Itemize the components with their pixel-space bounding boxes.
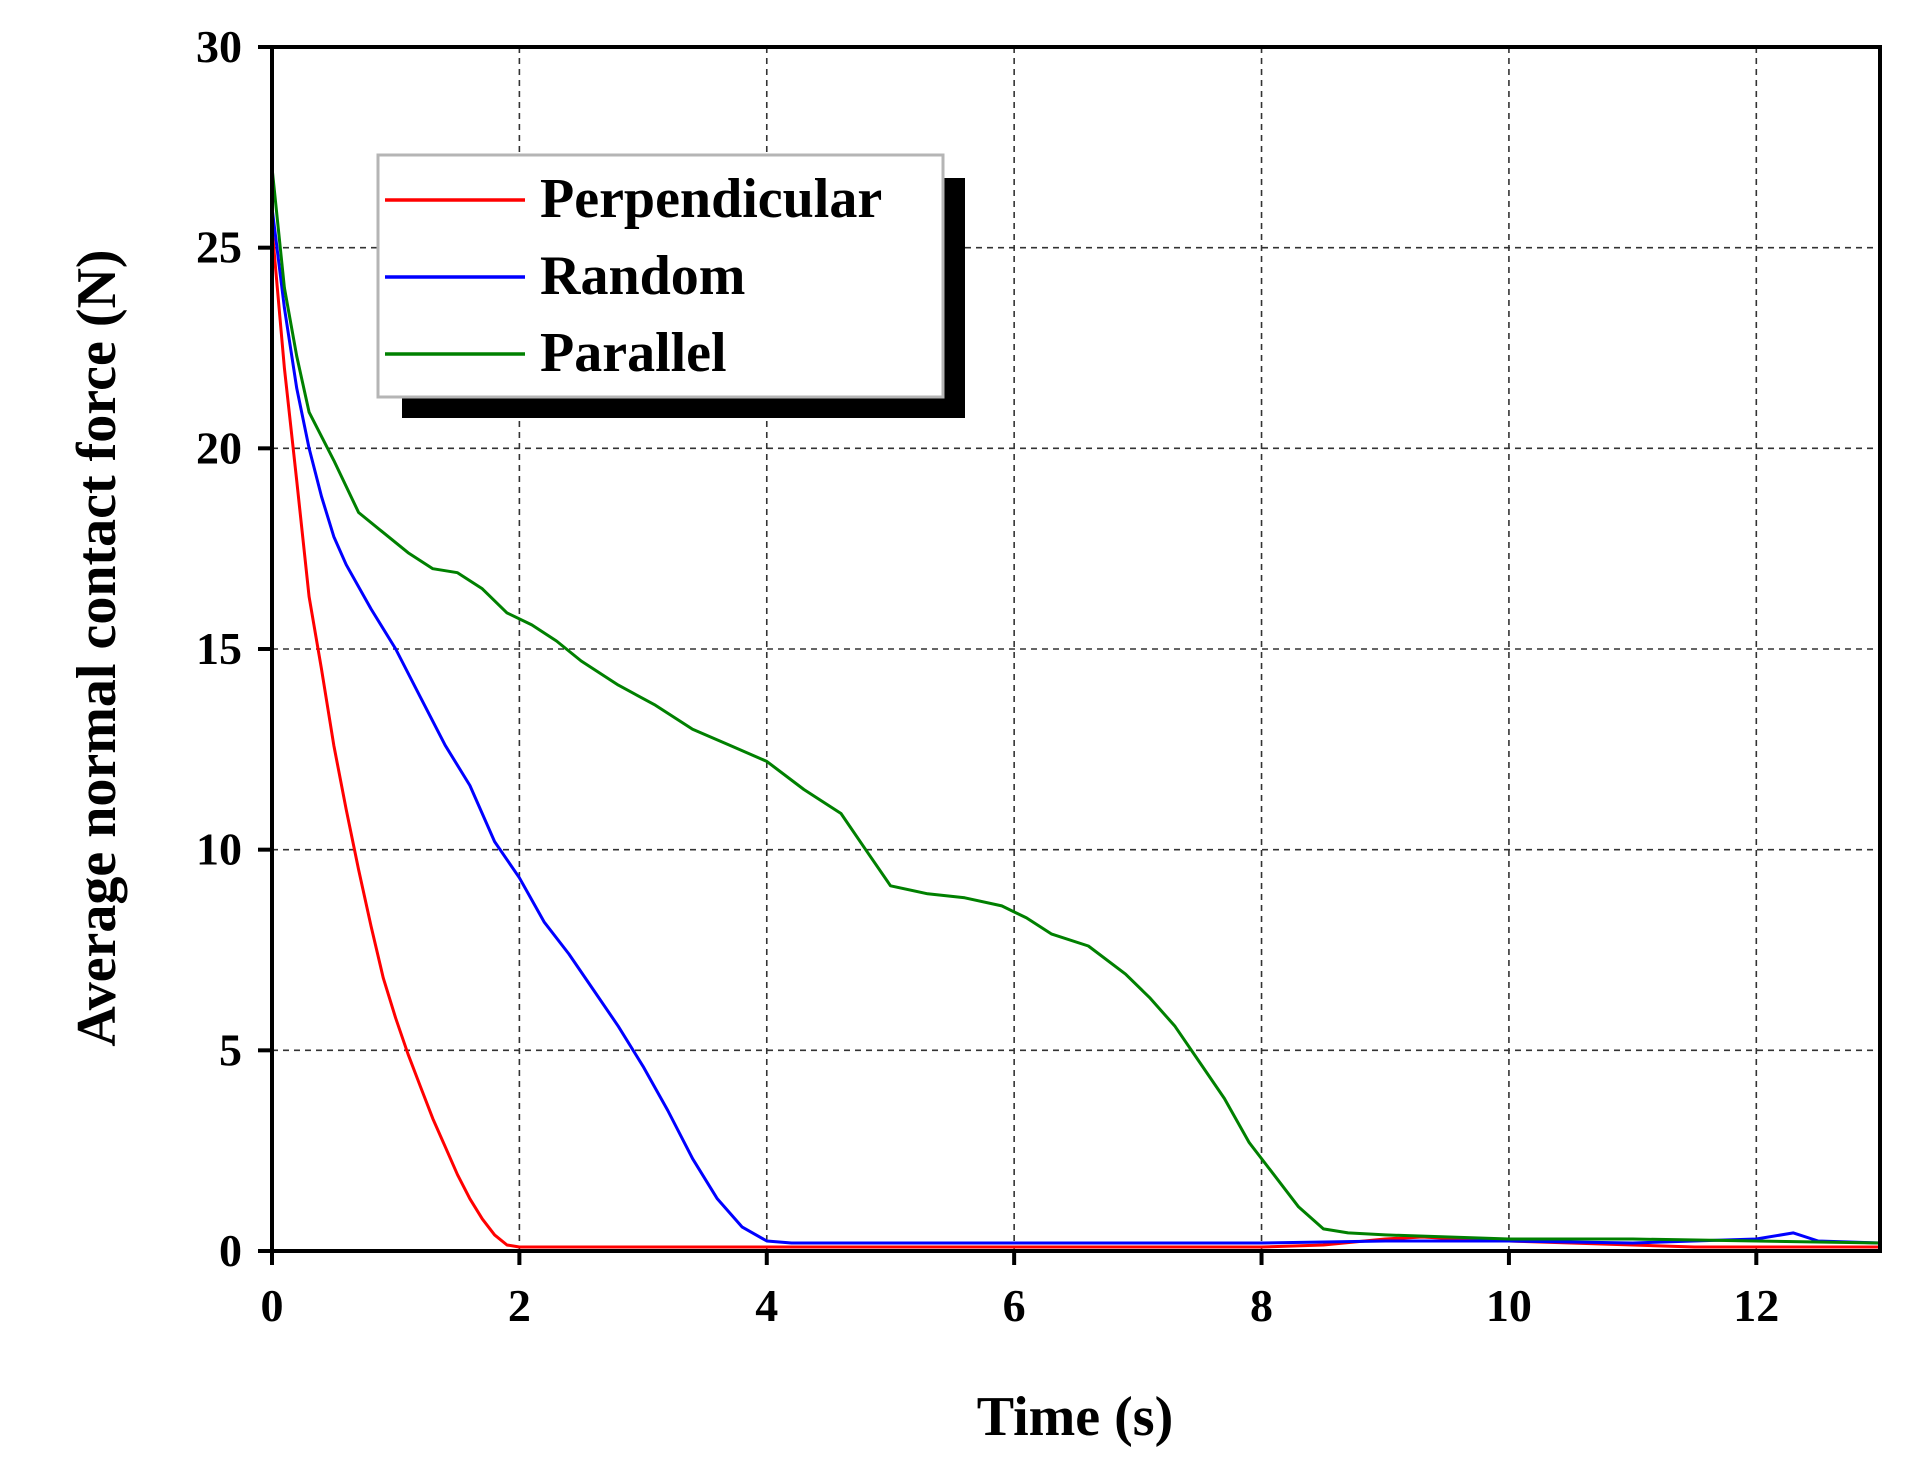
series-line-parallel bbox=[270, 167, 1881, 1245]
x-tick-label: 8 bbox=[1250, 1280, 1273, 1331]
legend-label-random: Random bbox=[540, 245, 745, 307]
y-tick-label: 20 bbox=[196, 422, 242, 473]
y-tick-label: 25 bbox=[196, 222, 242, 273]
legend-label-parallel: Parallel bbox=[540, 322, 727, 384]
grid bbox=[272, 47, 1880, 1251]
y-tick-label: 5 bbox=[219, 1024, 242, 1075]
legend-label-perpendicular: Perpendicular bbox=[540, 168, 882, 230]
y-tick-label: 30 bbox=[196, 21, 242, 72]
y-axis-label: Average normal contact force (N) bbox=[66, 249, 128, 1046]
legend: Perpendicular Random Parallel bbox=[376, 153, 965, 418]
x-tick-label: 0 bbox=[261, 1280, 284, 1331]
series-lines bbox=[270, 167, 1881, 1249]
x-tick-label: 4 bbox=[755, 1280, 778, 1331]
x-axis-label: Time (s) bbox=[977, 1386, 1174, 1448]
x-tick-label: 6 bbox=[1003, 1280, 1026, 1331]
x-tick-label: 10 bbox=[1486, 1280, 1532, 1331]
y-tick-label: 0 bbox=[219, 1225, 242, 1276]
x-tick-label: 2 bbox=[508, 1280, 531, 1331]
y-tick-label: 15 bbox=[196, 623, 242, 674]
tick-labels: 0 2 4 6 8 10 12 0 5 10 15 20 25 30 bbox=[196, 21, 1779, 1331]
x-tick-label: 12 bbox=[1733, 1280, 1779, 1331]
series-line-random bbox=[270, 207, 1881, 1245]
y-tick-label: 10 bbox=[196, 824, 242, 875]
